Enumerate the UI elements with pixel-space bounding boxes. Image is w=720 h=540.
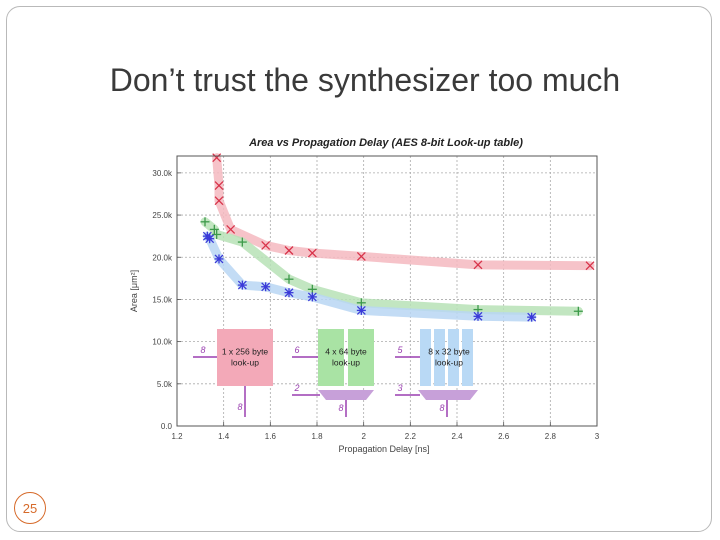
lookup-256-label: look-up [231,358,259,368]
y-axis-label: Area [μm²] [129,270,139,312]
output-bit-width: 8 [439,403,444,413]
lookup-256-block [217,329,273,386]
x-tick-label: 1.6 [265,432,277,441]
x-tick-label: 2.2 [405,432,417,441]
series-1-point [212,153,222,163]
series-3-point [214,254,224,264]
data-markers [200,153,595,322]
axis-ticks: 1.2 1.4 1.6 1.8 2 2.2 2.4 2.6 2.8 3 0.0 5.0k 10.0k 15… [152,169,599,441]
slide-number-badge: 25 [14,492,46,524]
x-tick-label: 3 [595,432,600,441]
x-tick-label: 2 [361,432,366,441]
series-2-point [200,217,210,227]
series-trend-bands [200,153,595,322]
series-3-point [527,312,537,322]
lookup-64-label: 4 x 64 byte [325,347,367,357]
y-tick-label: 10.0k [152,338,173,347]
lookup-64-label: look-up [332,358,360,368]
series-1-point [226,224,236,234]
series-1-point [473,260,483,270]
input-bit-width: 6 [294,345,299,355]
input-bit-width: 8 [200,345,205,355]
series-3-point [307,292,317,302]
series-2-point [307,284,317,294]
y-tick-label: 20.0k [152,253,173,262]
series-1-point [214,196,224,206]
series-3-point [261,282,271,292]
series-1-point [356,251,366,261]
lookup-32-bank [420,329,431,386]
series-2-point [284,274,294,284]
select-bit-width: 2 [293,383,299,393]
x-tick-label: 2.8 [545,432,557,441]
lookup-32-label: 8 x 32 byte [428,347,470,357]
x-tick-label: 2.4 [451,432,463,441]
lookup-32-bank [434,329,445,386]
x-tick-label: 2.6 [498,432,510,441]
lookup-32-bank [462,329,473,386]
x-tick-label: 1.4 [218,432,230,441]
x-axis-label: Propagation Delay [ns] [338,444,429,454]
mux-8to1 [418,390,478,400]
series-3-band [202,231,537,322]
x-tick-label: 1.8 [311,432,323,441]
lookup-64-bank [318,329,344,386]
mux-4to1 [318,390,374,400]
lookup-256-label: 1 x 256 byte [222,347,269,357]
output-bit-width: 8 [237,402,242,412]
series-1-point [284,246,294,255]
y-tick-label: 25.0k [152,211,173,220]
y-tick-label: 5.0k [157,380,173,389]
y-tick-label: 15.0k [152,295,173,304]
select-bit-width: 3 [397,383,402,393]
series-3-point [284,288,294,298]
input-bit-width: 5 [397,345,403,355]
series-3-point [473,311,483,321]
series-3-point [237,280,247,290]
series-3-point [356,305,366,315]
lookup-32-label: look-up [435,358,463,368]
chart-title: Area vs Propagation Delay (AES 8-bit Loo… [248,137,523,149]
output-bit-width: 8 [338,403,343,413]
series-1-band [212,153,595,271]
series-2-point [237,237,247,247]
series-2-point [356,298,366,308]
series-2-point [209,224,219,234]
slide-title: Don’t trust the synthesizer too much [109,62,621,98]
slide-frame [6,6,712,532]
x-tick-label: 1.2 [171,432,183,441]
series-3-point [205,234,215,244]
series-1-point [585,261,595,271]
y-tick-label: 0.0 [161,422,173,431]
series-2-point [212,229,222,239]
lookup-32-bank [448,329,459,386]
series-1-point [214,181,224,190]
y-tick-label: 30.0k [152,169,173,178]
series-1-point [307,248,317,258]
series-1-point [261,240,271,250]
plot-area-border [176,155,598,427]
series-2-point [573,306,583,316]
lookup-64-bank [348,329,374,386]
